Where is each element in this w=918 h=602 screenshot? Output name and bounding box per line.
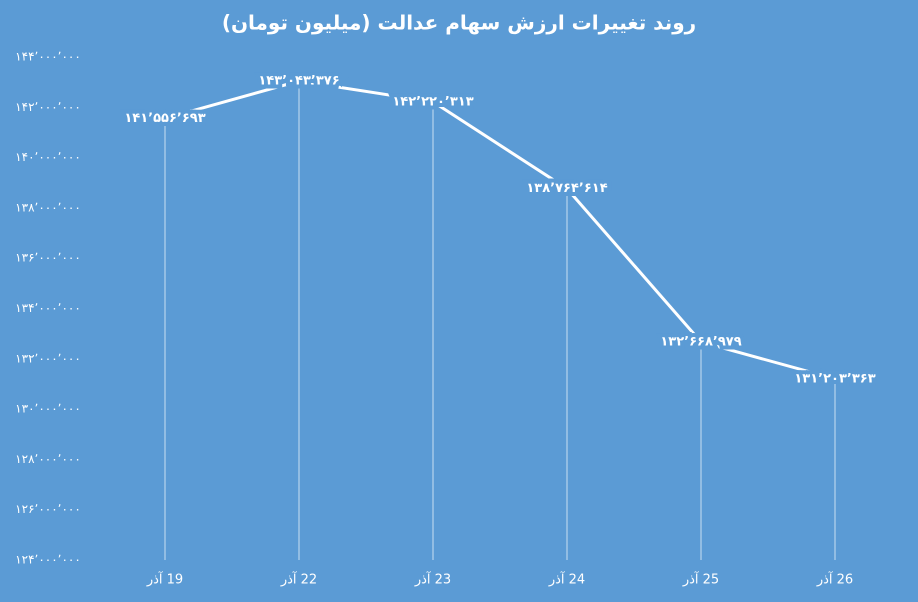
y-tick-label: ۱۳۰٬۰۰۰٬۰۰۰: [15, 402, 81, 416]
x-tick-label: 19 آذر: [146, 571, 183, 588]
x-tick-label: 24 آذر: [548, 571, 585, 588]
x-tick-label: 23 آذر: [414, 571, 451, 588]
y-tick-label: ۱۲۸٬۰۰۰٬۰۰۰: [15, 452, 81, 466]
y-tick-label: ۱۳۸٬۰۰۰٬۰۰۰: [15, 200, 81, 214]
y-tick-label: ۱۴۰٬۰۰۰٬۰۰۰: [15, 150, 81, 164]
data-label: ۱۳۱٬۲۰۳٬۳۶۳: [794, 371, 875, 386]
data-label: ۱۳۸٬۷۶۴٬۶۱۴: [526, 181, 607, 196]
chart-title: روند تغییرات ارزش سهام عدالت (میلیون توم…: [222, 11, 696, 35]
y-tick-label: ۱۳۲٬۰۰۰٬۰۰۰: [15, 351, 81, 365]
y-tick-label: ۱۲۴٬۰۰۰٬۰۰۰: [15, 553, 81, 567]
x-tick-label: 22 آذر: [280, 571, 317, 588]
data-label: ۱۴۲٬۲۲۰٬۳۱۳: [392, 94, 473, 109]
y-tick-label: ۱۲۶٬۰۰۰٬۰۰۰: [15, 502, 81, 516]
x-tick-label: 26 آذر: [816, 571, 853, 588]
y-tick-label: ۱۴۴٬۰۰۰٬۰۰۰: [15, 50, 81, 64]
data-label: ۱۴۳٬۰۴۳٬۳۷۶: [258, 74, 339, 89]
data-label: ۱۴۱٬۵۵۶٬۶۹۳: [124, 111, 205, 126]
y-tick-label: ۱۳۴٬۰۰۰٬۰۰۰: [15, 301, 81, 315]
y-tick-label: ۱۴۲٬۰۰۰٬۰۰۰: [15, 100, 81, 114]
series-line: [164, 79, 836, 381]
x-tick-label: 25 آذر: [682, 571, 719, 588]
data-label: ۱۳۲٬۶۶۸٬۹۷۹: [660, 334, 741, 349]
y-tick-label: ۱۳۶٬۰۰۰٬۰۰۰: [15, 251, 81, 265]
